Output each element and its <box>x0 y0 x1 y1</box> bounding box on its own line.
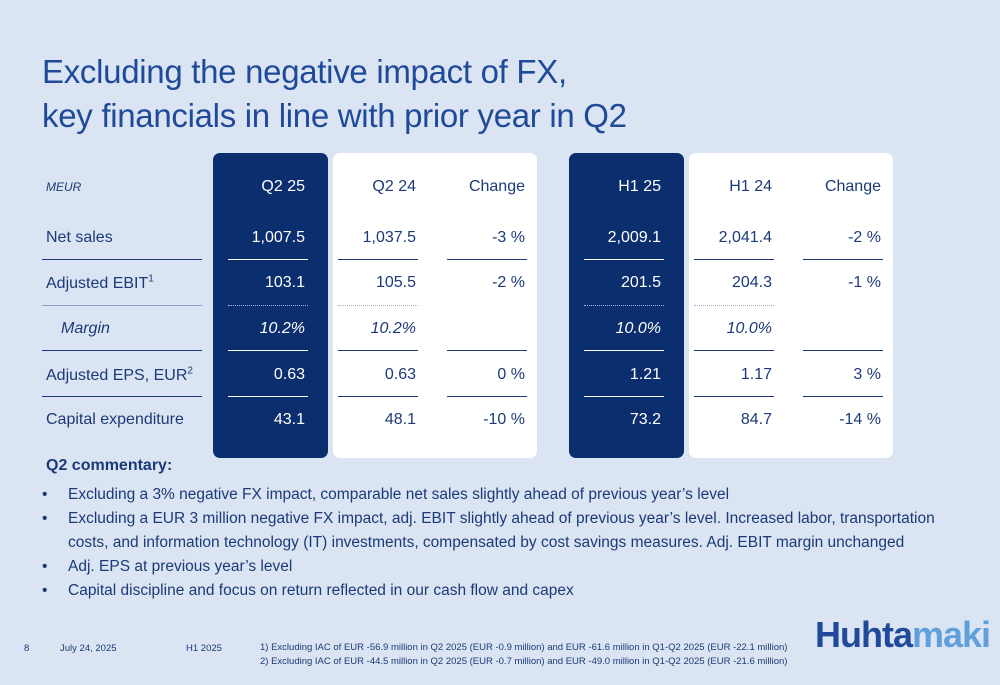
net-sales-h1-change: -2 % <box>848 229 881 246</box>
row-divider <box>42 305 202 306</box>
eps-h1-change: 3 % <box>853 366 881 383</box>
row-divider <box>584 259 664 260</box>
adjusted-ebit-label: Adjusted EBIT <box>46 275 149 292</box>
logo-part-1: Huhta <box>815 614 913 655</box>
bullet-icon: • <box>42 486 48 503</box>
footnote-ref-1: 1 <box>148 273 154 285</box>
row-divider <box>42 350 202 351</box>
row-divider <box>447 350 527 351</box>
row-divider <box>694 305 774 306</box>
row-divider <box>803 259 883 260</box>
huhtamaki-logo: Huhtamaki <box>815 614 991 656</box>
eps-q2-25: 0.63 <box>273 366 305 383</box>
margin-h1-25: 10.0% <box>615 320 661 337</box>
net-sales-h1-24: 2,041.4 <box>718 229 772 246</box>
net-sales-h1-25: 2,009.1 <box>607 229 661 246</box>
footnotes: 1) Excluding IAC of EUR -56.9 million in… <box>260 641 787 669</box>
row-divider <box>338 259 418 260</box>
row-label-adjusted-ebit: Adjusted EBIT1 <box>46 273 154 293</box>
capex-q2-24: 48.1 <box>384 411 416 428</box>
row-divider <box>228 396 308 397</box>
row-label-margin: Margin <box>61 320 110 337</box>
capex-q2-change: -10 % <box>483 411 525 428</box>
list-item: • Capital discipline and focus on return … <box>42 579 942 603</box>
footer-period: H1 2025 <box>186 643 222 654</box>
list-item: • Excluding a 3% negative FX impact, comp… <box>42 483 942 507</box>
row-divider <box>338 350 418 351</box>
header-q2-change: Change <box>468 178 525 195</box>
header-q2-25: Q2 25 <box>261 178 305 195</box>
commentary-list: • Excluding a 3% negative FX impact, comp… <box>42 483 942 603</box>
bullet-icon: • <box>42 558 48 575</box>
ebit-q2-25: 103.1 <box>264 274 305 291</box>
capex-h1-25: 73.2 <box>629 411 661 428</box>
page-number: 8 <box>24 643 30 654</box>
ebit-h1-24: 204.3 <box>731 274 772 291</box>
logo-part-2: maki <box>912 614 991 655</box>
list-item: • Adj. EPS at previous year’s level <box>42 555 942 579</box>
capex-q2-25: 43.1 <box>273 411 305 428</box>
header-h1-24: H1 24 <box>729 178 772 195</box>
header-q2-24: Q2 24 <box>372 178 416 195</box>
margin-q2-24: 10.2% <box>370 320 416 337</box>
bullet-text: Excluding a 3% negative FX impact, compa… <box>68 486 730 503</box>
margin-h1-24: 10.0% <box>726 320 772 337</box>
page-title: Excluding the negative impact of FX, key… <box>42 50 627 138</box>
row-divider <box>228 350 308 351</box>
row-label-capex: Capital expenditure <box>46 411 184 428</box>
row-divider <box>42 396 202 397</box>
header-h1-change: Change <box>824 178 881 195</box>
ebit-h1-change: -1 % <box>848 274 881 291</box>
bullet-text: Excluding a EUR 3 million negative FX im… <box>68 510 935 551</box>
title-line-1: Excluding the negative impact of FX, <box>42 53 567 90</box>
list-item: • Excluding a EUR 3 million negative FX i… <box>42 507 942 555</box>
footnote-2: 2) Excluding IAC of EUR -44.5 million in… <box>260 656 788 667</box>
bullet-icon: • <box>42 510 48 527</box>
header-h1-25: H1 25 <box>618 178 661 195</box>
net-sales-q2-24: 1,037.5 <box>362 229 416 246</box>
row-label-net-sales: Net sales <box>46 229 113 246</box>
row-divider <box>584 396 664 397</box>
row-divider <box>803 396 883 397</box>
capex-h1-24: 84.7 <box>740 411 772 428</box>
row-divider <box>584 350 664 351</box>
net-sales-q2-25: 1,007.5 <box>251 229 305 246</box>
row-divider <box>228 259 308 260</box>
eps-h1-24: 1.17 <box>740 366 772 383</box>
row-divider <box>584 305 664 306</box>
row-divider <box>42 259 202 260</box>
row-divider <box>447 396 527 397</box>
row-divider <box>694 259 774 260</box>
margin-q2-25: 10.2% <box>259 320 305 337</box>
eps-q2-24: 0.63 <box>384 366 416 383</box>
row-label-adjusted-eps: Adjusted EPS, EUR2 <box>46 365 193 385</box>
row-divider <box>694 350 774 351</box>
row-divider <box>447 259 527 260</box>
title-line-2: key financials in line with prior year i… <box>42 97 627 134</box>
ebit-h1-25: 201.5 <box>620 274 661 291</box>
adjusted-eps-label: Adjusted EPS, EUR <box>46 367 188 384</box>
row-divider <box>694 396 774 397</box>
bullet-icon: • <box>42 582 48 599</box>
ebit-q2-change: -2 % <box>492 274 525 291</box>
bullet-text: Capital discipline and focus on return r… <box>68 582 574 599</box>
row-divider <box>338 396 418 397</box>
commentary-title: Q2 commentary: <box>46 457 173 474</box>
footnote-1: 1) Excluding IAC of EUR -56.9 million in… <box>260 642 788 653</box>
row-divider <box>803 350 883 351</box>
ebit-q2-24: 105.5 <box>375 274 416 291</box>
unit-label: MEUR <box>46 180 82 194</box>
net-sales-q2-change: -3 % <box>492 229 525 246</box>
row-divider <box>338 305 418 306</box>
capex-h1-change: -14 % <box>839 411 881 428</box>
bullet-text: Adj. EPS at previous year’s level <box>68 558 293 575</box>
footer-date: July 24, 2025 <box>60 643 117 654</box>
eps-q2-change: 0 % <box>497 366 525 383</box>
footnote-ref-2: 2 <box>187 365 193 377</box>
eps-h1-25: 1.21 <box>629 366 661 383</box>
row-divider <box>228 305 308 306</box>
